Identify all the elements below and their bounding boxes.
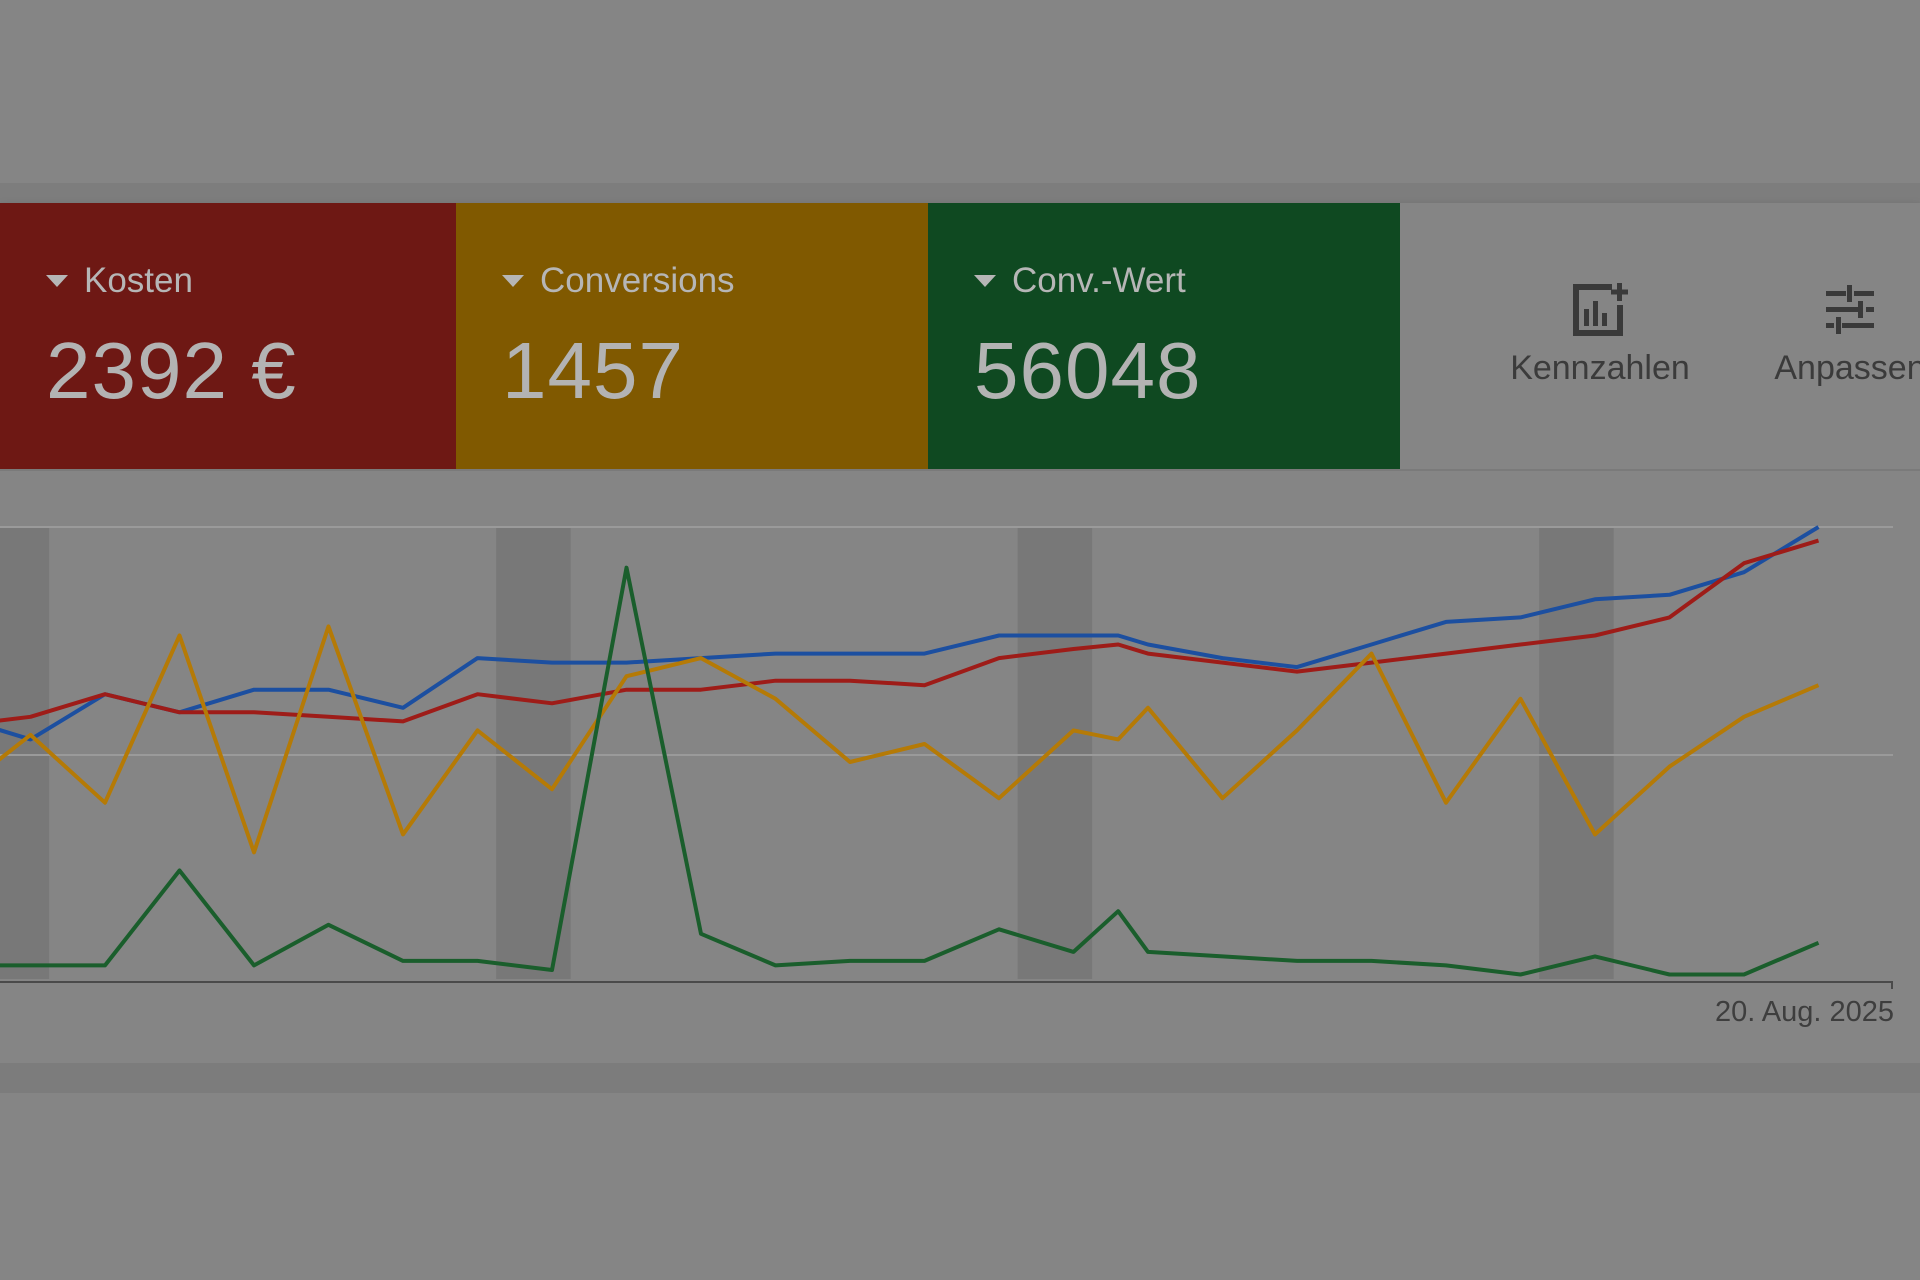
x-axis-date-label: 20. Aug. 2025 <box>1715 996 1894 1028</box>
performance-card: Kosten 2392 € Conversions 1457 Conv.-Wer… <box>0 203 1920 1063</box>
performance-line-chart <box>0 525 1893 989</box>
weekend-band <box>1017 527 1093 979</box>
anpassen-button[interactable]: Anpassen <box>1740 283 1920 388</box>
metric-tile-kosten[interactable]: Kosten 2392 € <box>0 203 456 469</box>
add-chart-icon <box>1573 283 1628 336</box>
metric-label: Kosten <box>84 261 193 300</box>
series-line-conversions <box>0 624 1820 855</box>
divider <box>0 469 1920 471</box>
metric-value: 56048 <box>974 326 1202 415</box>
page-band-bottom <box>0 1063 1920 1093</box>
page-band-top <box>0 183 1920 203</box>
tune-icon <box>1826 285 1874 334</box>
metric-value: 2392 € <box>46 326 297 415</box>
metric-tiles: Kosten 2392 € Conversions 1457 Conv.-Wer… <box>0 203 1920 469</box>
chevron-down-icon <box>502 275 524 287</box>
series-line-conv-wert <box>0 565 1820 977</box>
kennzahlen-label: Kennzahlen <box>1510 349 1690 387</box>
metric-label: Conversions <box>540 261 735 300</box>
metric-value: 1457 <box>502 326 684 415</box>
metric-tile-conversions[interactable]: Conversions 1457 <box>456 203 928 469</box>
anpassen-label: Anpassen <box>1774 349 1920 387</box>
series-line-kosten <box>0 538 1820 724</box>
kennzahlen-button[interactable]: Kennzahlen <box>1490 283 1710 388</box>
metric-label: Conv.-Wert <box>1012 261 1186 300</box>
series-line-blue <box>0 525 1820 742</box>
chevron-down-icon <box>974 275 996 287</box>
metric-tile-conv-wert[interactable]: Conv.-Wert 56048 <box>928 203 1400 469</box>
chevron-down-icon <box>46 275 68 287</box>
